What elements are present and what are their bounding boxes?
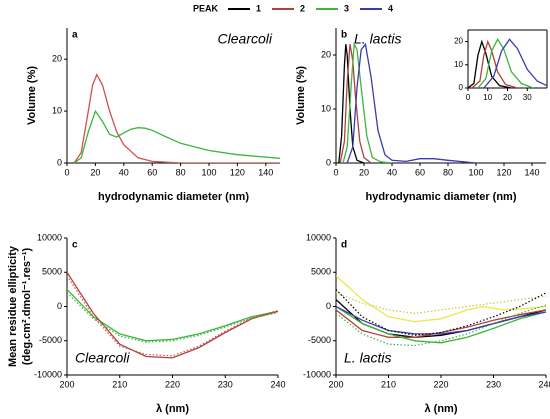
x-axis-label: λ (nm)	[156, 403, 189, 415]
x-tick-label: 100	[201, 167, 216, 177]
series-line	[336, 304, 546, 347]
legend-title: PEAK	[193, 3, 219, 13]
series-line	[73, 109, 280, 163]
y-tick-label: 5000	[311, 267, 331, 277]
panel-label: b	[341, 30, 347, 41]
series-line	[346, 42, 477, 163]
series-line	[477, 37, 534, 88]
x-tick-label: 240	[538, 379, 550, 389]
x-tick-label: 20	[359, 167, 369, 177]
y-tick-label: 20	[454, 37, 463, 46]
x-tick-label: 200	[59, 379, 74, 389]
y-tick-label: 20	[321, 49, 331, 59]
x-tick-label: 230	[486, 379, 501, 389]
y-tick-label: 0	[326, 301, 331, 311]
legend-label: 3	[344, 3, 349, 13]
x-axis-label: λ (nm)	[425, 403, 458, 415]
series-line	[336, 309, 546, 338]
x-tick-label: 220	[433, 379, 448, 389]
panel-label: d	[341, 240, 347, 251]
x-tick-label: 80	[176, 167, 186, 177]
series-line	[336, 275, 546, 323]
x-axis-label: hydrodynamic diameter (nm)	[366, 191, 517, 203]
x-tick-label: 30	[523, 93, 532, 102]
legend-label: 2	[300, 3, 305, 13]
series-line	[338, 44, 365, 163]
y-tick-label: -10000	[303, 369, 331, 379]
panel-label: a	[72, 30, 78, 41]
x-tick-label: 200	[328, 379, 343, 389]
annotation: L. lactis	[344, 350, 391, 366]
y-tick-label: 0	[57, 301, 62, 311]
x-tick-label: 10	[483, 93, 492, 102]
x-tick-label: 60	[147, 167, 157, 177]
y-tick-label: 0	[326, 157, 331, 167]
series-line	[73, 73, 280, 163]
y-axis-label: Volume (%)	[295, 66, 307, 125]
legend-label: 1	[256, 3, 261, 13]
x-tick-label: 80	[443, 167, 453, 177]
y-tick-label: -5000	[39, 335, 62, 345]
series-line	[336, 305, 546, 344]
x-tick-label: 40	[119, 167, 129, 177]
y-tick-label: 10	[321, 103, 331, 113]
x-tick-label: 0	[64, 167, 69, 177]
annotation: Clearcoli	[75, 350, 130, 366]
series-line	[336, 305, 546, 335]
panel-label: c	[72, 240, 78, 251]
x-tick-label: 230	[218, 379, 233, 389]
x-tick-label: 20	[503, 93, 512, 102]
x-tick-label: 240	[270, 379, 285, 389]
y-tick-label: 20	[52, 54, 62, 64]
x-tick-label: 120	[230, 167, 245, 177]
y-tick-label: 10	[52, 105, 62, 115]
series-line	[67, 275, 278, 357]
series-line	[336, 288, 546, 336]
y-tick-label: 10000	[37, 232, 62, 242]
y-tick-label: 10	[454, 60, 463, 69]
series-line	[471, 39, 518, 88]
y-tick-label: 5000	[42, 267, 62, 277]
series-line	[67, 292, 278, 343]
series-line	[483, 38, 547, 88]
x-tick-label: 20	[90, 167, 100, 177]
x-tick-label: 60	[415, 167, 425, 177]
series-line	[67, 271, 278, 359]
x-tick-label: 0	[333, 167, 338, 177]
x-tick-label: 140	[258, 167, 273, 177]
x-tick-label: 140	[524, 167, 539, 177]
annotation: Clearcoli	[218, 31, 273, 47]
y-tick-label: -5000	[308, 335, 331, 345]
x-tick-label: 0	[466, 93, 471, 102]
x-tick-label: 210	[112, 379, 127, 389]
y-axis-label: (deg.cm².dmol⁻¹.res⁻¹)	[21, 247, 33, 365]
y-axis-label: Volume (%)	[26, 66, 38, 125]
y-tick-label: 10000	[306, 232, 331, 242]
x-tick-label: 120	[496, 167, 511, 177]
x-tick-label: 100	[468, 167, 483, 177]
series-line	[336, 292, 546, 315]
annotation: L. lactis	[354, 31, 401, 47]
y-tick-label: -10000	[34, 369, 62, 379]
y-tick-label: 0	[459, 83, 464, 92]
y-tick-label: 0	[57, 157, 62, 167]
y-axis-label: Mean residue ellipticity	[7, 245, 19, 367]
series-line	[342, 41, 393, 163]
x-tick-label: 210	[381, 379, 396, 389]
series-line	[67, 288, 278, 342]
x-tick-label: 220	[165, 379, 180, 389]
legend-label: 4	[388, 3, 393, 13]
x-tick-label: 40	[387, 167, 397, 177]
series-line	[468, 39, 512, 88]
x-axis-label: hydrodynamic diameter (nm)	[98, 191, 249, 203]
